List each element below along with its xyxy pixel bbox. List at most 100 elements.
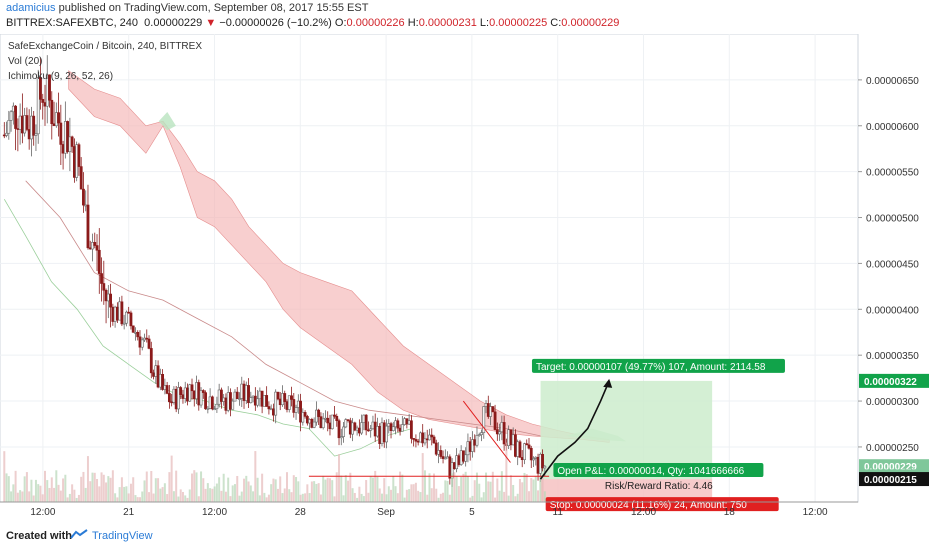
candle-body: [206, 408, 210, 410]
volume-bar: [285, 472, 288, 502]
volume-bar: [46, 480, 49, 502]
volume-bar: [184, 495, 187, 502]
volume-bar: [539, 476, 542, 502]
candle-body: [489, 406, 492, 417]
candle-body: [154, 365, 158, 377]
volume-bar: [243, 478, 246, 502]
y-tick-label: 0.00000450: [866, 259, 919, 270]
candle-body: [290, 395, 293, 400]
candle-body: [120, 301, 124, 325]
candle-body: [27, 129, 31, 140]
candle-body: [509, 429, 513, 446]
candle-body: [222, 397, 226, 402]
volume-bar: [525, 474, 528, 502]
volume-bar: [351, 488, 354, 502]
cloud-bullish: [158, 112, 176, 131]
candle-body: [507, 429, 511, 446]
volume-bar: [331, 480, 334, 502]
volume-bar: [138, 497, 141, 502]
candle-body: [276, 391, 280, 400]
volume-bar: [439, 493, 442, 502]
candle-body: [394, 420, 397, 428]
volume-bar: [53, 487, 56, 502]
price-change: −0.00000026 (−10.2%): [219, 17, 332, 29]
volume-bar: [378, 488, 381, 502]
candle-body: [328, 422, 332, 430]
volume-bar: [485, 472, 488, 502]
price-tag-text: 0.00000322: [864, 377, 917, 388]
volume-bar: [394, 486, 397, 502]
candle-body: [441, 456, 445, 459]
volume-bar: [227, 477, 230, 502]
candle-body: [416, 440, 420, 443]
price-chart[interactable]: Target: 0.00000107 (49.77%) 107, Amount:…: [0, 34, 932, 520]
volume-bar: [100, 472, 103, 502]
candle-body: [367, 429, 370, 432]
volume-bar: [385, 494, 388, 502]
open-label: O:: [334, 17, 347, 29]
candle-body: [344, 419, 348, 428]
volume-bar: [32, 495, 35, 502]
price-axis[interactable]: 0.00000250 0.00000300 0.00000350 0.00000400…: [858, 76, 929, 487]
candle-body: [387, 423, 391, 427]
candle-body: [204, 392, 207, 410]
candle-body: [20, 115, 24, 134]
candle-body: [63, 121, 67, 154]
open-pnl-label-text: Open P&L: 0.00000014, Qty: 1041666666: [557, 466, 744, 477]
volume-bar: [403, 497, 406, 502]
low-value: 0.00000225: [489, 17, 548, 29]
drawings[interactable]: [308, 378, 613, 480]
candle-body: [158, 373, 162, 388]
volume-bar: [505, 442, 508, 502]
baseline-line: [25, 180, 541, 437]
author-link[interactable]: adamicius: [6, 2, 56, 14]
candle-body: [448, 456, 452, 479]
candle-body: [303, 412, 307, 417]
candle-body: [138, 336, 142, 348]
candle-body: [421, 432, 425, 444]
candle-body: [529, 447, 533, 461]
candle-body: [452, 462, 456, 470]
volume-bar: [163, 483, 166, 502]
volume-bar: [16, 492, 19, 502]
candle-body: [192, 390, 196, 400]
candle-body: [231, 400, 235, 410]
candle-body: [70, 136, 74, 147]
volume-bar: [28, 491, 31, 502]
volume-bar: [215, 483, 218, 502]
tradingview-link[interactable]: TradingView: [92, 530, 153, 542]
candle-body: [59, 122, 63, 145]
candle-body: [369, 428, 373, 431]
x-tick-label: 12:00: [631, 507, 656, 518]
volume-bar: [111, 470, 114, 502]
x-tick-label: Sep: [377, 507, 395, 518]
candle-body: [425, 438, 429, 441]
last-price: 0.00000229: [144, 17, 203, 29]
candle-body: [145, 337, 149, 340]
candle-body: [315, 409, 318, 423]
candle-body: [143, 337, 146, 341]
high-label: H:: [407, 17, 419, 29]
volume-bar: [64, 474, 67, 502]
volume-bar: [290, 492, 293, 502]
candle-body: [52, 123, 56, 127]
volume-bar: [177, 496, 180, 502]
open-value: 0.00000226: [346, 17, 405, 29]
time-axis[interactable]: 12:00 21 12:00 28 Sep 5 11 12:00 18 12:00: [0, 501, 858, 518]
volume-bar: [297, 481, 300, 502]
candle-body: [475, 435, 479, 446]
low-label: L:: [479, 17, 490, 29]
candle-body: [495, 429, 499, 435]
candle-body: [208, 396, 212, 409]
candle-body: [446, 456, 449, 459]
candle-body: [91, 242, 94, 250]
volume-bar: [150, 470, 153, 502]
footer: Created with TradingView: [0, 520, 932, 550]
volume-bar: [37, 484, 40, 502]
volume-bar: [7, 476, 10, 502]
candle-body: [66, 121, 70, 153]
volume-bar: [161, 487, 164, 502]
volume-bar: [460, 476, 463, 502]
volume-bar: [270, 484, 273, 502]
volume-bar: [193, 470, 196, 502]
